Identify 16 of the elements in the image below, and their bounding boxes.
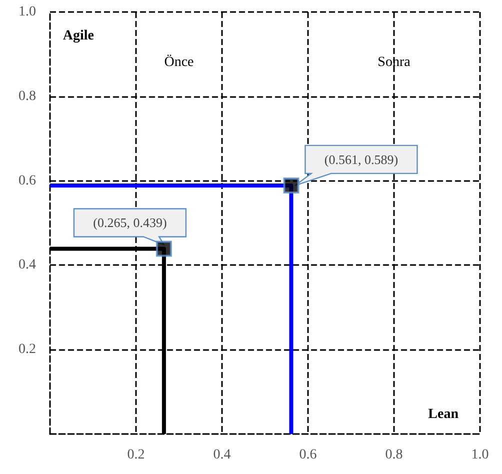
- annotation: Sonra: [378, 55, 412, 70]
- y-tick-label: 0.6: [18, 173, 36, 188]
- x-tick-label: 0.6: [299, 448, 317, 462]
- x-tick-label: 0.8: [385, 448, 403, 462]
- annotation: Lean: [428, 406, 459, 422]
- y-tick-label: 0.4: [18, 258, 36, 273]
- annotation: (0.561, 0.589): [324, 152, 398, 167]
- x-tick-label: 0.2: [127, 448, 145, 462]
- x-tick-label: 0.4: [213, 448, 231, 462]
- x-tick-label: 1.0: [471, 448, 489, 462]
- y-tick-label: 0.2: [18, 342, 36, 358]
- y-tick-label: 1.0: [18, 4, 36, 20]
- annotation: (0.265, 0.439): [93, 215, 167, 230]
- annotation: Agile: [62, 28, 94, 44]
- y-tick-label: 0.8: [18, 88, 36, 104]
- annotation: Önce: [164, 54, 194, 70]
